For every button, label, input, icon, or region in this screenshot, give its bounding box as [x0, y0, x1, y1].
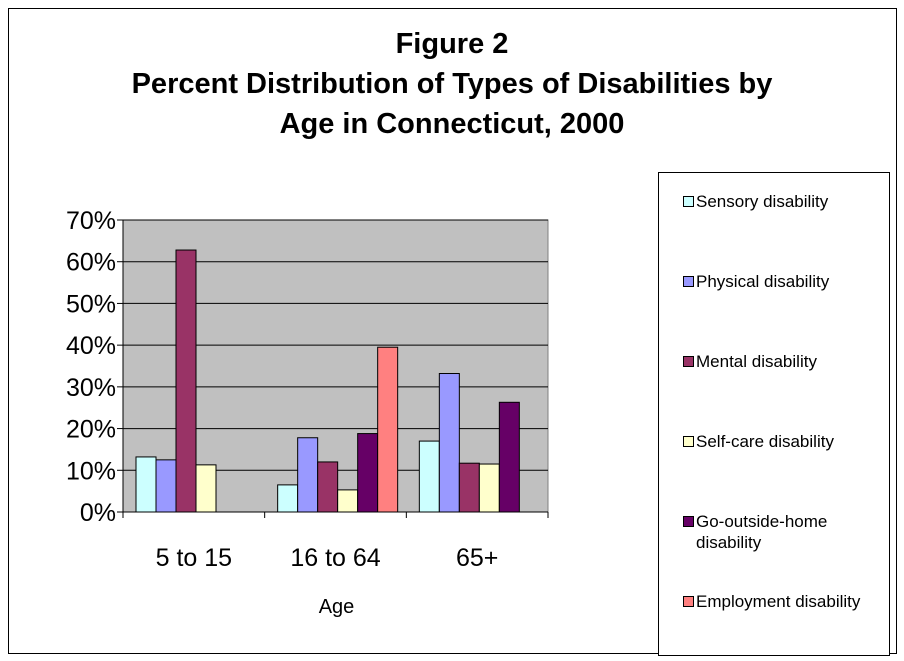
legend-label: Go-outside-home disability	[696, 512, 828, 552]
chart-title-line-1: Figure 2	[395, 28, 509, 60]
bar	[337, 489, 359, 513]
bar	[357, 433, 379, 513]
legend-item: Physical disability	[683, 271, 876, 292]
legend-label: Employment disability	[696, 592, 861, 611]
bar	[195, 464, 217, 513]
bar	[155, 459, 177, 513]
legend: Sensory disability Physical disability Men…	[658, 172, 890, 656]
bar	[458, 462, 480, 513]
legend-swatch	[683, 276, 694, 287]
legend-item: Employment disability	[683, 591, 876, 612]
bar	[297, 437, 319, 513]
legend-item: Go-outside-home disability	[683, 511, 876, 553]
legend-item: Self-care disability	[683, 431, 876, 452]
legend-item: Mental disability	[683, 351, 876, 372]
y-tick-label: 10%	[66, 457, 116, 485]
x-tick-label: 65+	[456, 544, 498, 572]
y-tick-label: 20%	[66, 416, 116, 444]
chart-title-line-2: Percent Distribution of Types of Disabil…	[131, 68, 773, 100]
legend-label: Mental disability	[696, 352, 817, 371]
x-tick-label: 5 to 15	[156, 544, 232, 572]
bar	[438, 373, 460, 513]
bar	[135, 456, 157, 513]
legend-swatch	[683, 516, 694, 527]
bar	[175, 249, 197, 513]
legend-swatch	[683, 436, 694, 447]
legend-label: Sensory disability	[696, 192, 829, 211]
bar	[377, 346, 399, 513]
bar	[418, 440, 440, 513]
y-tick-label: 0%	[80, 499, 116, 527]
legend-swatch	[683, 196, 694, 207]
y-tick-label: 50%	[66, 290, 116, 318]
bar	[277, 484, 299, 513]
x-axis-label: Age	[319, 596, 355, 618]
bar	[498, 401, 520, 513]
legend-label: Self-care disability	[696, 432, 834, 451]
y-tick-label: 40%	[66, 332, 116, 360]
bar	[317, 461, 339, 513]
x-tick-label: 16 to 64	[290, 544, 380, 572]
y-tick-label: 60%	[66, 249, 116, 277]
legend-label: Physical disability	[696, 272, 830, 291]
legend-item: Sensory disability	[683, 191, 876, 212]
chart-title-line-3: Age in Connecticut, 2000	[279, 108, 625, 140]
legend-swatch	[683, 596, 694, 607]
legend-swatch	[683, 356, 694, 367]
y-tick-label: 30%	[66, 374, 116, 402]
y-tick-label: 70%	[66, 207, 116, 235]
bar	[478, 463, 500, 513]
